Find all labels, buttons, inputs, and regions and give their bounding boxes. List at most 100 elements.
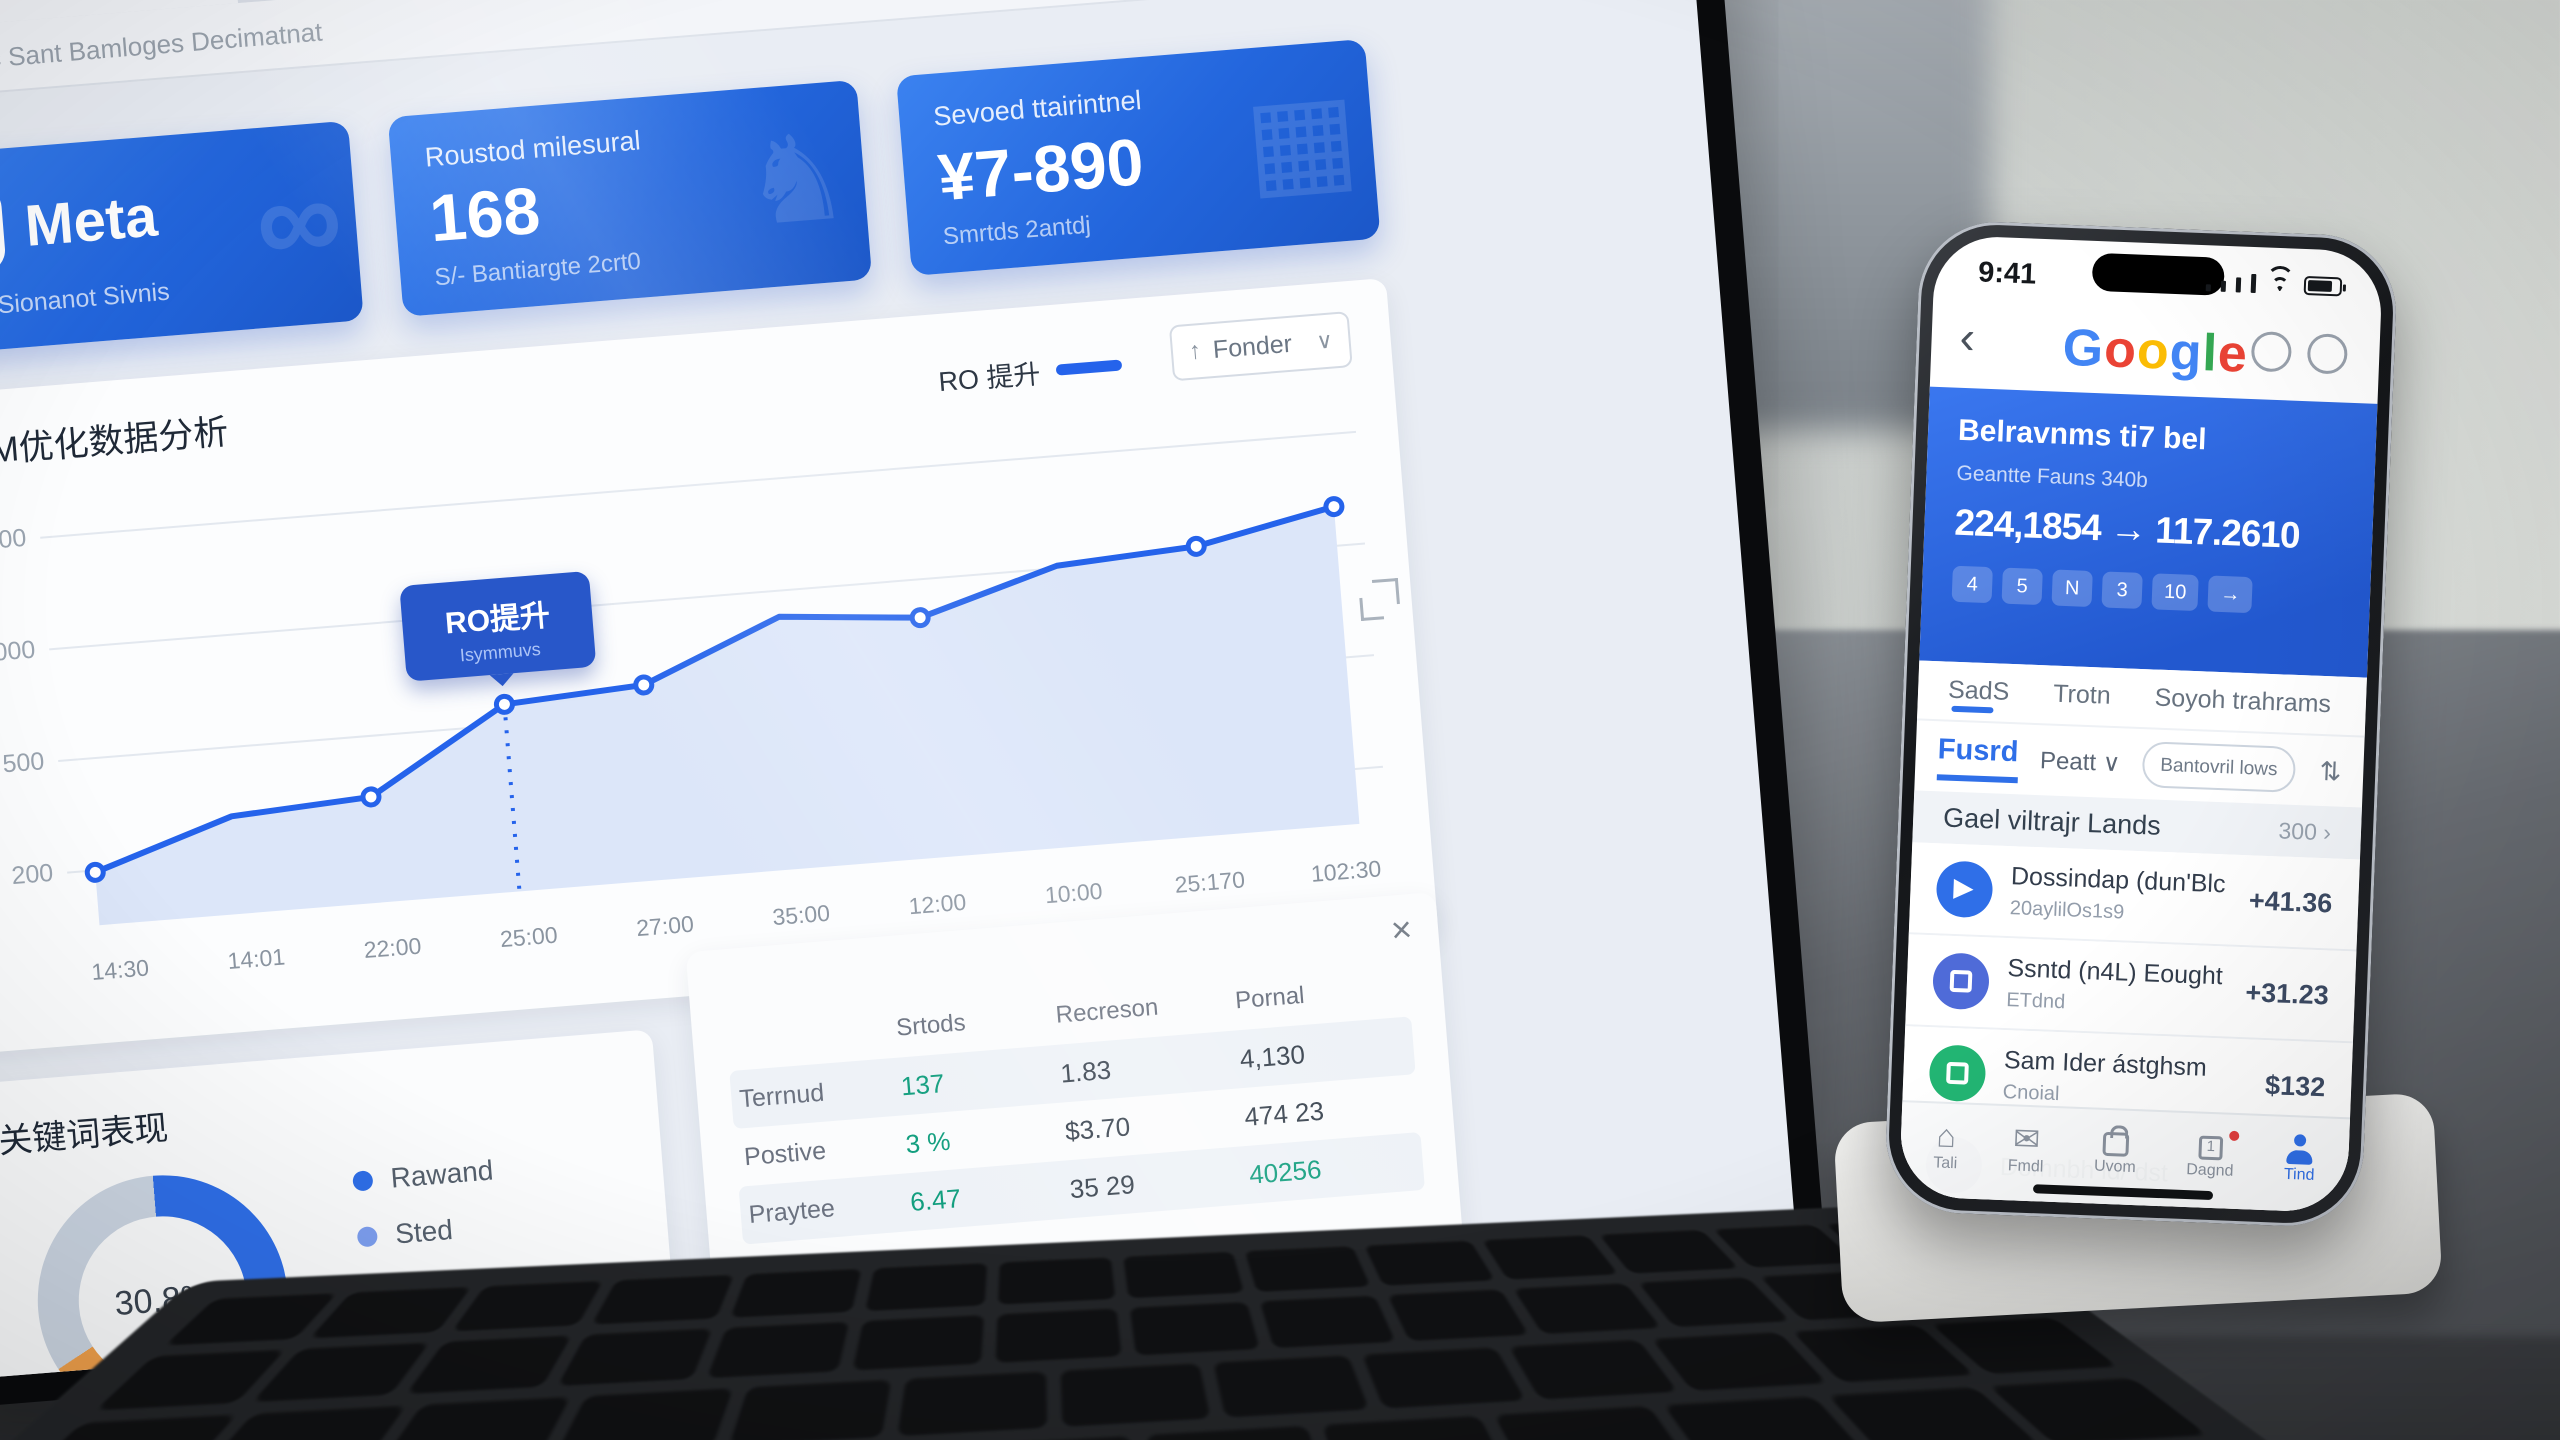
hero-pill[interactable]: 5 bbox=[2001, 567, 2043, 606]
x-tick: 25:170 bbox=[1173, 866, 1246, 898]
battery-icon bbox=[2303, 275, 2343, 297]
legend-line-swatch bbox=[1055, 359, 1123, 376]
phone: 9:41 ‹ Google Belravnms ti7 bel Geantte … bbox=[1883, 219, 2399, 1229]
card2-watermark-icon: ♞ bbox=[737, 108, 856, 252]
x-tick: 14:01 bbox=[226, 943, 287, 975]
keyboard-key bbox=[1598, 1229, 1739, 1274]
sort-icon[interactable]: ⇅ bbox=[2318, 755, 2342, 787]
nav-profile[interactable]: Tind bbox=[2284, 1134, 2316, 1185]
google-logo-letter: e bbox=[2216, 324, 2249, 384]
phone-screen: 9:41 ‹ Google Belravnms ti7 bel Geantte … bbox=[1898, 234, 2384, 1214]
chart-range-dropdown[interactable]: ↑ Fonder ∨ bbox=[1168, 311, 1353, 382]
table-cell: 3 % bbox=[904, 1125, 952, 1159]
stat-card-spend[interactable]: ▦ Sevoed ttairintnel ¥7-890 Smrtds 2antd… bbox=[896, 38, 1381, 276]
filter-pill[interactable]: Bantovril lows bbox=[2141, 741, 2297, 793]
y-axis-tick: 500 bbox=[1, 747, 46, 779]
keyboard-key bbox=[1123, 1250, 1245, 1299]
row-label: Terrnud bbox=[738, 1078, 826, 1113]
list-item[interactable]: Dossindap (dun'Blc 20aylilOs1s9 +41.36 bbox=[1908, 842, 2360, 952]
hero-pill[interactable]: 3 bbox=[2101, 571, 2143, 609]
keyboard-key bbox=[729, 1268, 862, 1318]
hero-pill[interactable]: 10 bbox=[2151, 573, 2200, 612]
legend-item[interactable]: Rawand bbox=[352, 1154, 496, 1197]
legend-dot bbox=[356, 1225, 379, 1248]
nav-label: Tind bbox=[2283, 1165, 2315, 1184]
nav-bag[interactable]: Uvom bbox=[2094, 1128, 2138, 1178]
table-header: Srtods bbox=[895, 1009, 967, 1042]
row-label: Praytee bbox=[747, 1193, 836, 1229]
list-item[interactable]: Ssntd (n4L) Eought ETdnd +31.23 bbox=[1905, 934, 2357, 1044]
keyboard-key bbox=[864, 1262, 988, 1312]
signal-icon bbox=[2205, 284, 2211, 292]
section-action[interactable]: 300 › bbox=[2278, 816, 2332, 845]
table-cell: 6.47 bbox=[909, 1182, 962, 1217]
filter-dropdown[interactable]: Peatt ∨ bbox=[2039, 746, 2121, 777]
meta-logo: M bbox=[0, 184, 7, 278]
filter-active[interactable]: Fusrd bbox=[1936, 732, 2020, 783]
nav-home[interactable]: ⌂ Tali bbox=[1933, 1117, 1959, 1173]
nav-label: Fmdl bbox=[2007, 1157, 2044, 1176]
stat-card-conversions[interactable]: ♞ Roustod milesural 168 S/- Bantiargte 2… bbox=[387, 79, 873, 317]
card2-title: Roustod milesural bbox=[423, 125, 642, 173]
keyboard-key bbox=[706, 1320, 850, 1379]
keyboard-key bbox=[555, 1387, 734, 1440]
dropdown-prefix-icon: ↑ bbox=[1187, 337, 1203, 365]
chart-title: SEM优化数据分析 bbox=[0, 412, 230, 475]
keyboard-key bbox=[557, 1327, 713, 1386]
table-cell: 40256 bbox=[1247, 1153, 1323, 1190]
nav-label: Dagnd bbox=[2185, 1161, 2234, 1180]
card3-watermark-icon: ▦ bbox=[1239, 67, 1364, 211]
table-cell: 4,130 bbox=[1238, 1038, 1306, 1074]
signal-icon bbox=[2250, 273, 2257, 294]
x-tick: 35:00 bbox=[771, 899, 831, 931]
nav-mail[interactable]: ✉ Fmdl bbox=[2007, 1120, 2045, 1176]
list-item-subtitle: ETdnd bbox=[2005, 989, 2066, 1014]
table-cell: 35 29 bbox=[1068, 1168, 1136, 1204]
keyboard-key bbox=[1145, 1424, 1328, 1440]
chart-legend[interactable]: RO 提升 bbox=[937, 345, 1124, 399]
nav-label: Uvom bbox=[2093, 1157, 2137, 1177]
hero-pill[interactable]: N bbox=[2051, 569, 2093, 608]
roi-line-chart bbox=[84, 496, 1360, 926]
expand-icon[interactable] bbox=[1371, 577, 1400, 606]
legend-item[interactable]: Sted bbox=[356, 1210, 500, 1253]
stat-card-meta[interactable]: ∞ M Meta Santa Sionanot Sivnis bbox=[0, 120, 364, 358]
keyboard-key bbox=[852, 1314, 985, 1371]
tab-soyoh[interactable]: Soyoh trahrams bbox=[2154, 683, 2332, 719]
tab-sads[interactable]: SadS bbox=[1947, 675, 2010, 706]
hero-pill[interactable]: 4 bbox=[1951, 565, 1993, 604]
nav-reports[interactable]: Dagnd bbox=[2185, 1130, 2239, 1181]
address-bar[interactable]: B Bac Sant Bamloges Decimatnat bbox=[0, 16, 324, 78]
google-logo-letter: g bbox=[2168, 322, 2204, 383]
keyboard-key bbox=[1129, 1301, 1261, 1356]
table-header: Pornal bbox=[1234, 981, 1306, 1015]
x-tick: 14:30 bbox=[90, 954, 150, 985]
x-tick: 25:00 bbox=[499, 921, 559, 953]
keyboard-key bbox=[1244, 1245, 1371, 1292]
tab-trotn[interactable]: Trotn bbox=[2052, 679, 2112, 710]
send-icon bbox=[1935, 860, 1994, 919]
keyboard-key bbox=[1507, 1338, 1678, 1400]
y-axis-tick: 1000 bbox=[0, 523, 28, 557]
table-cell: $3.70 bbox=[1063, 1110, 1132, 1146]
bag-icon bbox=[2102, 1131, 2130, 1157]
mail-icon: ✉ bbox=[2012, 1120, 2041, 1158]
card3-subtitle: Smrtds 2antdj bbox=[941, 211, 1092, 251]
list-item-value: $132 bbox=[2264, 1069, 2326, 1102]
status-time: 9:41 bbox=[1977, 256, 2037, 291]
close-icon[interactable]: × bbox=[1389, 908, 1414, 951]
list-item-title: Sam Ider ástghsm bbox=[2003, 1045, 2208, 1082]
sem-chart-card: SEM优化数据分析 RO 提升 ↑ Fonder ∨ 1000 1000 500… bbox=[0, 277, 1439, 1056]
hero-pill[interactable]: → bbox=[2207, 575, 2253, 614]
keyboard-key bbox=[406, 1334, 573, 1394]
keyboard-key bbox=[728, 1378, 892, 1440]
dropdown-value: Fonder bbox=[1211, 329, 1294, 364]
signal-icon bbox=[2235, 277, 2242, 293]
x-tick: 102:30 bbox=[1309, 855, 1383, 887]
keyboard-key bbox=[452, 1280, 605, 1332]
section-title: Gael viltrajr Lands bbox=[1942, 801, 2162, 841]
x-tick: 27:00 bbox=[635, 910, 695, 942]
table-cell: 1.83 bbox=[1059, 1054, 1113, 1089]
keyboard-key bbox=[1060, 1362, 1211, 1427]
keyboard-key bbox=[1387, 1288, 1530, 1342]
